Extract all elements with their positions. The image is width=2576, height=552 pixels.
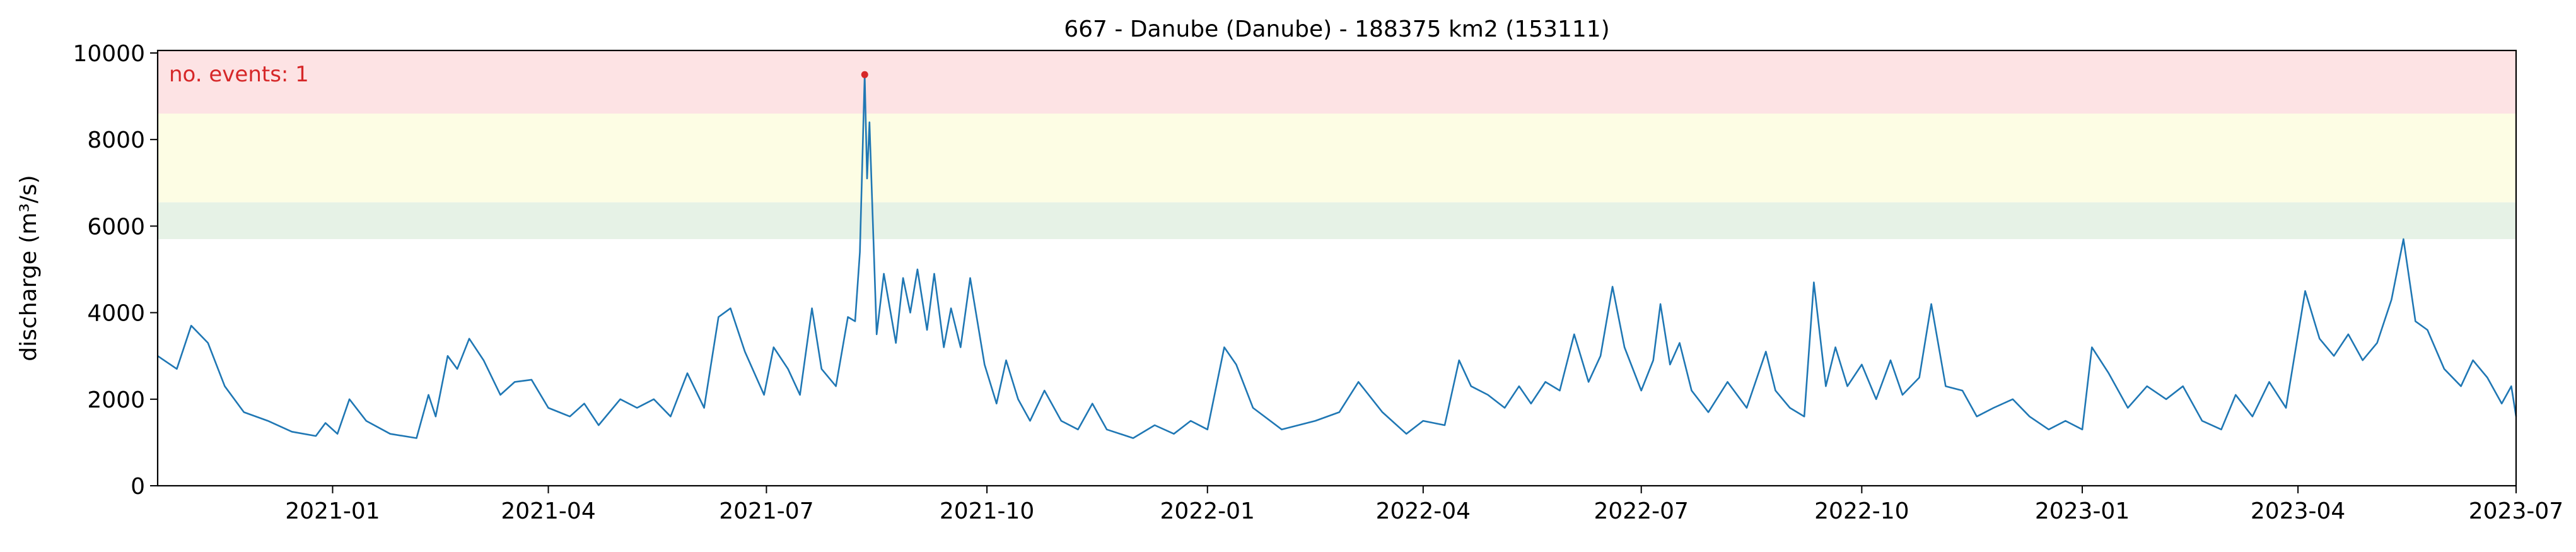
y-tick-label: 8000: [87, 127, 145, 153]
threshold-bands: [158, 50, 2516, 239]
y-tick-label: 4000: [87, 301, 145, 327]
x-tick-label: 2022-07: [1594, 498, 1688, 524]
x-tick-label: 2022-01: [1160, 498, 1255, 524]
y-tick-label: 6000: [87, 214, 145, 240]
x-tick-label: 2021-04: [501, 498, 595, 524]
threshold-band-1: [158, 202, 2516, 239]
event-marker-layer: [861, 71, 868, 78]
discharge-series-line: [157, 74, 2517, 439]
threshold-band-2: [158, 114, 2516, 203]
x-tick-label: 2021-10: [940, 498, 1034, 524]
y-tick-label: 0: [131, 474, 145, 500]
x-tick-label: 2023-01: [2035, 498, 2130, 524]
y-tick-label: 2000: [87, 387, 145, 413]
x-tick-label: 2021-07: [719, 498, 813, 524]
y-axis-label: discharge (m³/s): [16, 175, 42, 361]
x-tick-label: 2023-07: [2469, 498, 2563, 524]
x-tick-label: 2022-10: [1814, 498, 1909, 524]
threshold-band-3: [158, 50, 2516, 114]
plot-frame: [156, 49, 2517, 487]
chart-title: 667 - Danube (Danube) - 188375 km2 (1531…: [1064, 16, 1609, 42]
event-count-annotation: no. events: 1: [169, 62, 309, 87]
x-tick-label: 2023-04: [2251, 498, 2345, 524]
x-tick-label: 2022-04: [1376, 498, 1471, 524]
x-tick-label: 2021-01: [285, 498, 380, 524]
y-tick-label: 10000: [73, 41, 145, 67]
series-layer: [157, 74, 2517, 439]
y-axis: 0 2000 4000 6000 8000 10000: [73, 41, 158, 500]
x-axis: 2021-01 2021-04 2021-07 2021-10 2022-01 2022-…: [285, 486, 2563, 524]
event-peak-marker: [861, 71, 868, 78]
